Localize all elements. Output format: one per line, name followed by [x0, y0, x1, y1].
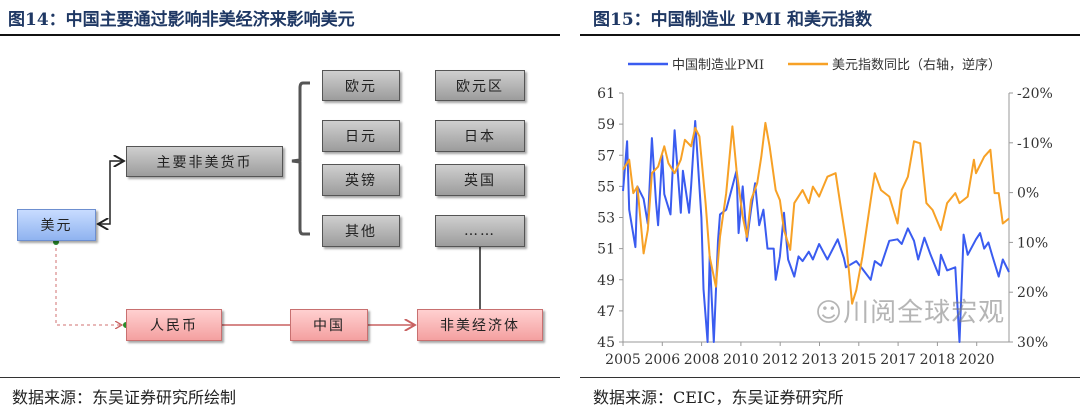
economy-box-japan: 日本 [435, 120, 525, 152]
series-lines [622, 120, 1010, 343]
pmi-usd-chart: 中国制造业PMI 美元指数同比（右轴，逆序） 45 47 49 51 53 55 57 59 6… [597, 57, 1053, 368]
legend-label-pmi: 中国制造业PMI [672, 58, 764, 73]
legend-label-usd: 美元指数同比（右轴，逆序） [832, 57, 1001, 73]
source-divider [580, 377, 1080, 378]
series-line-usd-index [622, 121, 1010, 305]
economy-box-uk: 英国 [435, 164, 525, 196]
axes: 45 47 49 51 53 55 57 59 61 -20% -10% 0% 10% 20% 30% 200… [597, 86, 1053, 368]
major-non-usd-box: 主要非美货币 [126, 146, 283, 177]
source-divider [0, 377, 560, 378]
rmb-box: 人民币 [126, 309, 222, 341]
x-tick-label: 2005 [605, 352, 641, 368]
left-tick-label: 49 [597, 273, 615, 289]
legend: 中国制造业PMI 美元指数同比（右轴，逆序） [628, 57, 1001, 73]
economy-box-more: …… [435, 215, 525, 247]
x-tick-label: 2018 [920, 352, 956, 368]
x-tick-label: 2006 [644, 352, 680, 368]
left-tick-label: 51 [597, 242, 615, 258]
left-tick-label: 59 [597, 117, 615, 133]
left-tick-label: 55 [597, 179, 615, 195]
usd-box: 美元 [17, 209, 96, 241]
x-tick-label: 2020 [959, 352, 995, 368]
x-tick-label: 2017 [880, 352, 916, 368]
currency-box-euro: 欧元 [322, 70, 400, 101]
left-figure-title: 图14：中国主要通过影响非美经济来影响美元 [8, 10, 355, 30]
china-box: 中国 [290, 309, 368, 341]
wechat-icon: ☺ [815, 298, 844, 328]
right-figure-title: 图15：中国制造业 PMI 和美元指数 [593, 10, 873, 30]
left-tick-label: 45 [597, 335, 615, 351]
right-tick-label: -20% [1017, 86, 1053, 102]
right-tick-label: 10% [1017, 235, 1048, 251]
diagram-connectors [53, 81, 481, 411]
series-line-pmi [622, 120, 1010, 343]
usd-major-currency-arrow [98, 161, 124, 224]
currency-box-yen: 日元 [322, 120, 400, 152]
right-tick-label: -10% [1017, 136, 1053, 152]
left-source-note: 数据来源：东吴证券研究所绘制 [12, 388, 237, 407]
right-tick-label: 0% [1017, 186, 1039, 202]
x-tick-label: 2008 [684, 352, 720, 368]
right-tick-label: 20% [1017, 285, 1048, 301]
economy-box-eurozone: 欧元区 [435, 70, 525, 101]
right-tick-label: 30% [1017, 335, 1048, 351]
left-tick-label: 47 [597, 304, 615, 320]
non-us-economies-box: 非美经济体 [417, 309, 543, 341]
x-tick-label: 2012 [762, 352, 798, 368]
currency-box-other: 其他 [322, 215, 400, 247]
watermark-text: 川阅全球宏观 [843, 298, 1006, 328]
watermark: ☺川阅全球宏观 [815, 298, 1005, 328]
title-divider [580, 34, 1080, 36]
title-divider [0, 34, 560, 36]
right-source-note: 数据来源：CEIC，东吴证券研究所 [593, 388, 844, 407]
left-tick-label: 53 [597, 211, 615, 227]
currency-box-pound: 英镑 [322, 164, 400, 196]
left-tick-label: 57 [597, 148, 615, 164]
x-tick-label: 2010 [723, 352, 759, 368]
x-tick-label: 2013 [802, 352, 838, 368]
usd-rmb-dashed-link [55, 242, 122, 325]
currency-brace [291, 81, 310, 236]
x-tick-label: 2015 [841, 352, 877, 368]
left-tick-label: 61 [597, 86, 615, 102]
